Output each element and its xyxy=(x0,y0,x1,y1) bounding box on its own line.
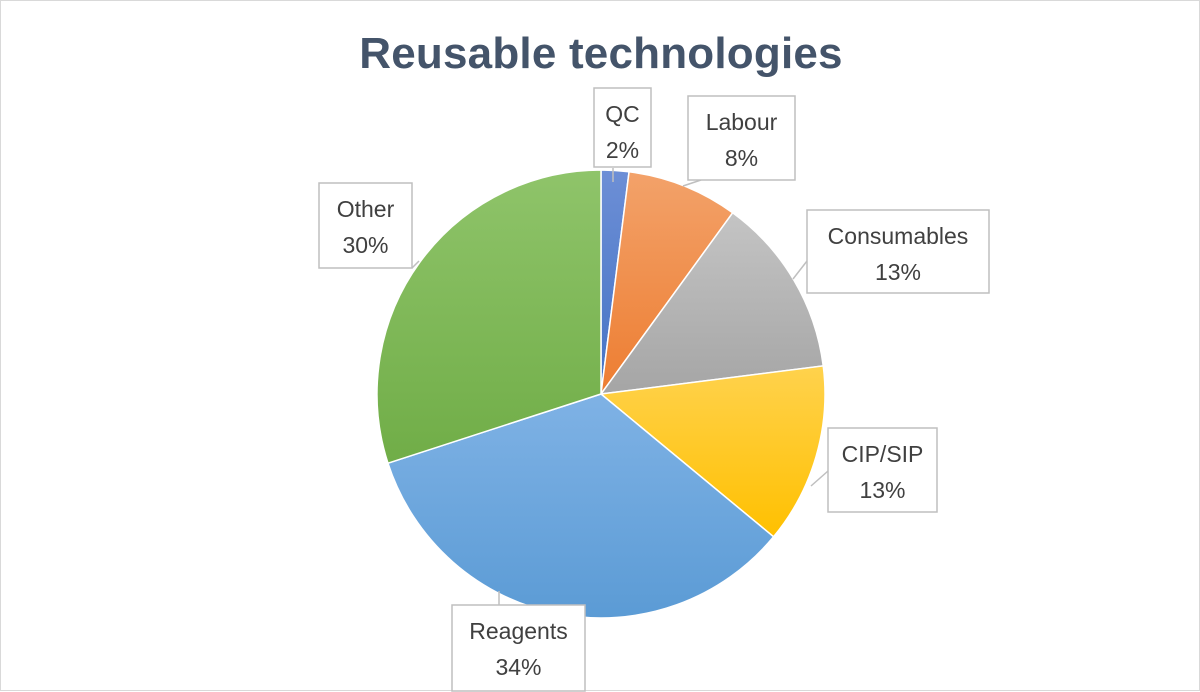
callout-box xyxy=(827,427,938,513)
chart-title: Reusable technologies xyxy=(359,29,843,78)
callout-box xyxy=(593,87,652,168)
callout-category-label: CIP/SIP xyxy=(842,441,924,467)
callout-other: Other 30% xyxy=(318,182,413,269)
callout-category-label: Consumables xyxy=(828,223,969,249)
callout-box xyxy=(806,209,990,294)
pie-slice-other xyxy=(376,169,602,465)
callout-category-label: Labour xyxy=(706,109,778,135)
callout-category-label: QC xyxy=(605,101,640,127)
callout-percent-label: 34% xyxy=(495,654,541,680)
callout-reagents: Reagents 34% xyxy=(451,604,586,692)
leader-line-labour xyxy=(682,179,702,187)
callout-cip-sip: CIP/SIP 13% xyxy=(827,427,938,513)
callout-box xyxy=(318,182,413,269)
leader-line-consumables xyxy=(792,260,808,280)
slices-layer xyxy=(376,169,826,619)
callouts-layer: QC 2% Labour 8% Consumables 13% CIP/SIP 13% Reag… xyxy=(318,87,990,692)
leader-line-other xyxy=(411,260,420,269)
callout-consumables: Consumables 13% xyxy=(806,209,990,294)
callout-category-label: Reagents xyxy=(469,618,567,644)
callout-box xyxy=(451,604,586,692)
leader-lines xyxy=(411,168,829,605)
callout-percent-label: 30% xyxy=(342,232,388,258)
callout-qc: QC 2% xyxy=(593,87,652,168)
pie-slice-consumables xyxy=(599,211,825,395)
leader-line-cip-sip xyxy=(810,470,829,487)
callout-category-label: Other xyxy=(337,196,395,222)
callout-percent-label: 2% xyxy=(606,137,639,163)
callout-percent-label: 13% xyxy=(859,477,905,503)
pie-slice-cip-sip xyxy=(599,365,826,538)
callout-percent-label: 13% xyxy=(875,259,921,285)
callout-labour: Labour 8% xyxy=(687,95,796,181)
callout-percent-label: 8% xyxy=(725,145,758,171)
callout-box xyxy=(687,95,796,181)
